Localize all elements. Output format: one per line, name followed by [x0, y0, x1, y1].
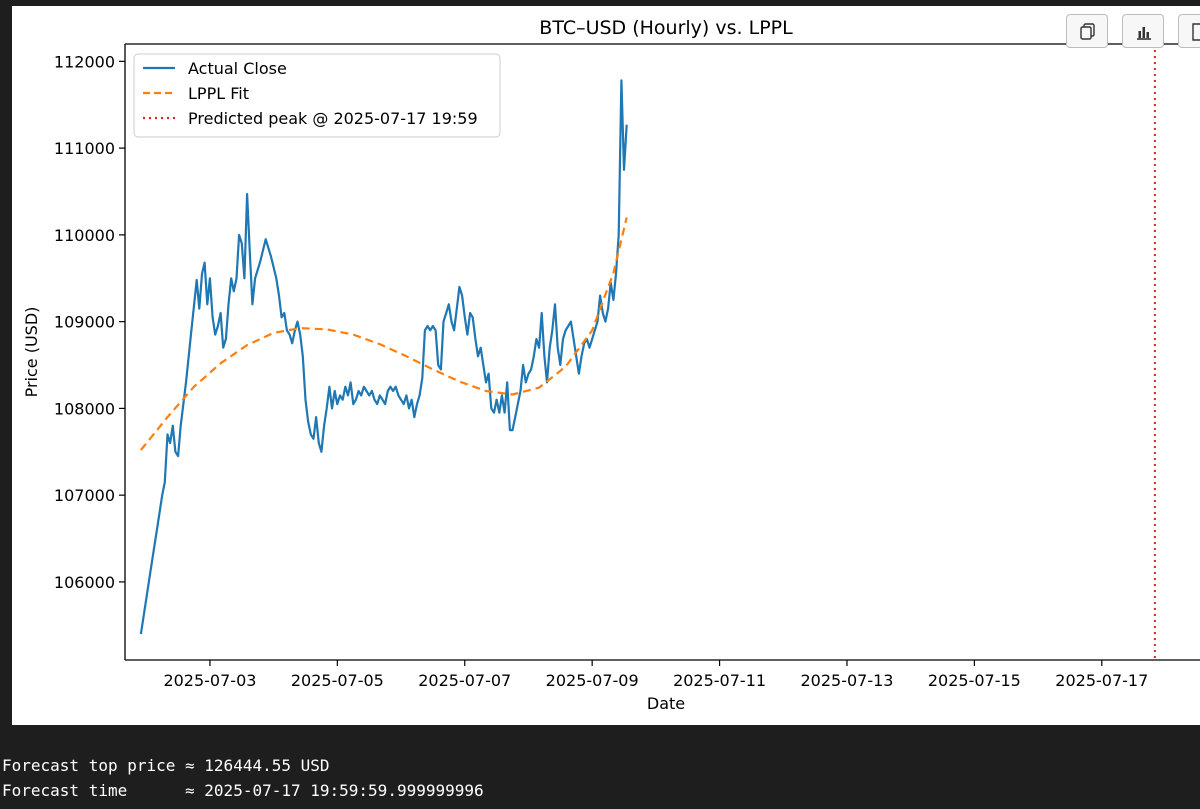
y-axis-label: Price (USD): [22, 307, 41, 398]
top-edge: [0, 0, 1200, 6]
document-icon: [1192, 23, 1200, 41]
x-tick-label: 2025-07-11: [673, 671, 766, 690]
legend-label: LPPL Fit: [188, 84, 249, 103]
legend-box: [133, 53, 501, 138]
copy-icon: [1080, 23, 1095, 40]
y-tick-label: 110000: [54, 226, 115, 245]
y-tick-label: 107000: [54, 486, 115, 505]
x-axis-label: Date: [647, 694, 685, 713]
document-button[interactable]: [1178, 14, 1200, 48]
console-line-price: Forecast top price ≈ 126444.55 USD: [2, 756, 330, 775]
console-line-time: Forecast time ≈ 2025-07-17 19:59:59.9999…: [2, 781, 484, 800]
y-tick-label: 112000: [54, 52, 115, 71]
chart-view-button[interactable]: [1122, 14, 1164, 48]
copy-button[interactable]: [1066, 14, 1108, 48]
x-tick-label: 2025-07-05: [291, 671, 384, 690]
left-edge: [0, 0, 12, 725]
bar-chart-icon: [1137, 27, 1151, 40]
console-output: Forecast top price ≈ 126444.55 USD Forec…: [0, 725, 1200, 809]
chart-title: BTC–USD (Hourly) vs. LPPL: [539, 17, 793, 39]
chart-figure: BTC–USD (Hourly) vs. LPPL 106000 107000 108…: [12, 6, 1200, 725]
x-tick-label: 2025-07-07: [418, 671, 511, 690]
x-tick-label: 2025-07-15: [928, 671, 1021, 690]
x-tick-label: 2025-07-09: [546, 671, 639, 690]
series-line-lppl-fit: [140, 217, 628, 451]
y-tick-label: 108000: [54, 399, 115, 418]
x-tick-label: 2025-07-03: [163, 671, 256, 690]
y-tick-label: 106000: [54, 573, 115, 592]
y-tick-label: 109000: [54, 313, 115, 332]
chart-svg: BTC–USD (Hourly) vs. LPPL 106000 107000 108…: [22, 17, 1200, 713]
y-tick-label: 111000: [54, 139, 115, 158]
x-tick-label: 2025-07-17: [1055, 671, 1148, 690]
x-tick-label: 2025-07-13: [800, 671, 893, 690]
legend-label: Predicted peak @ 2025-07-17 19:59: [188, 109, 478, 128]
legend-label: Actual Close: [188, 59, 287, 78]
series-line-actual-close: [139, 79, 628, 635]
